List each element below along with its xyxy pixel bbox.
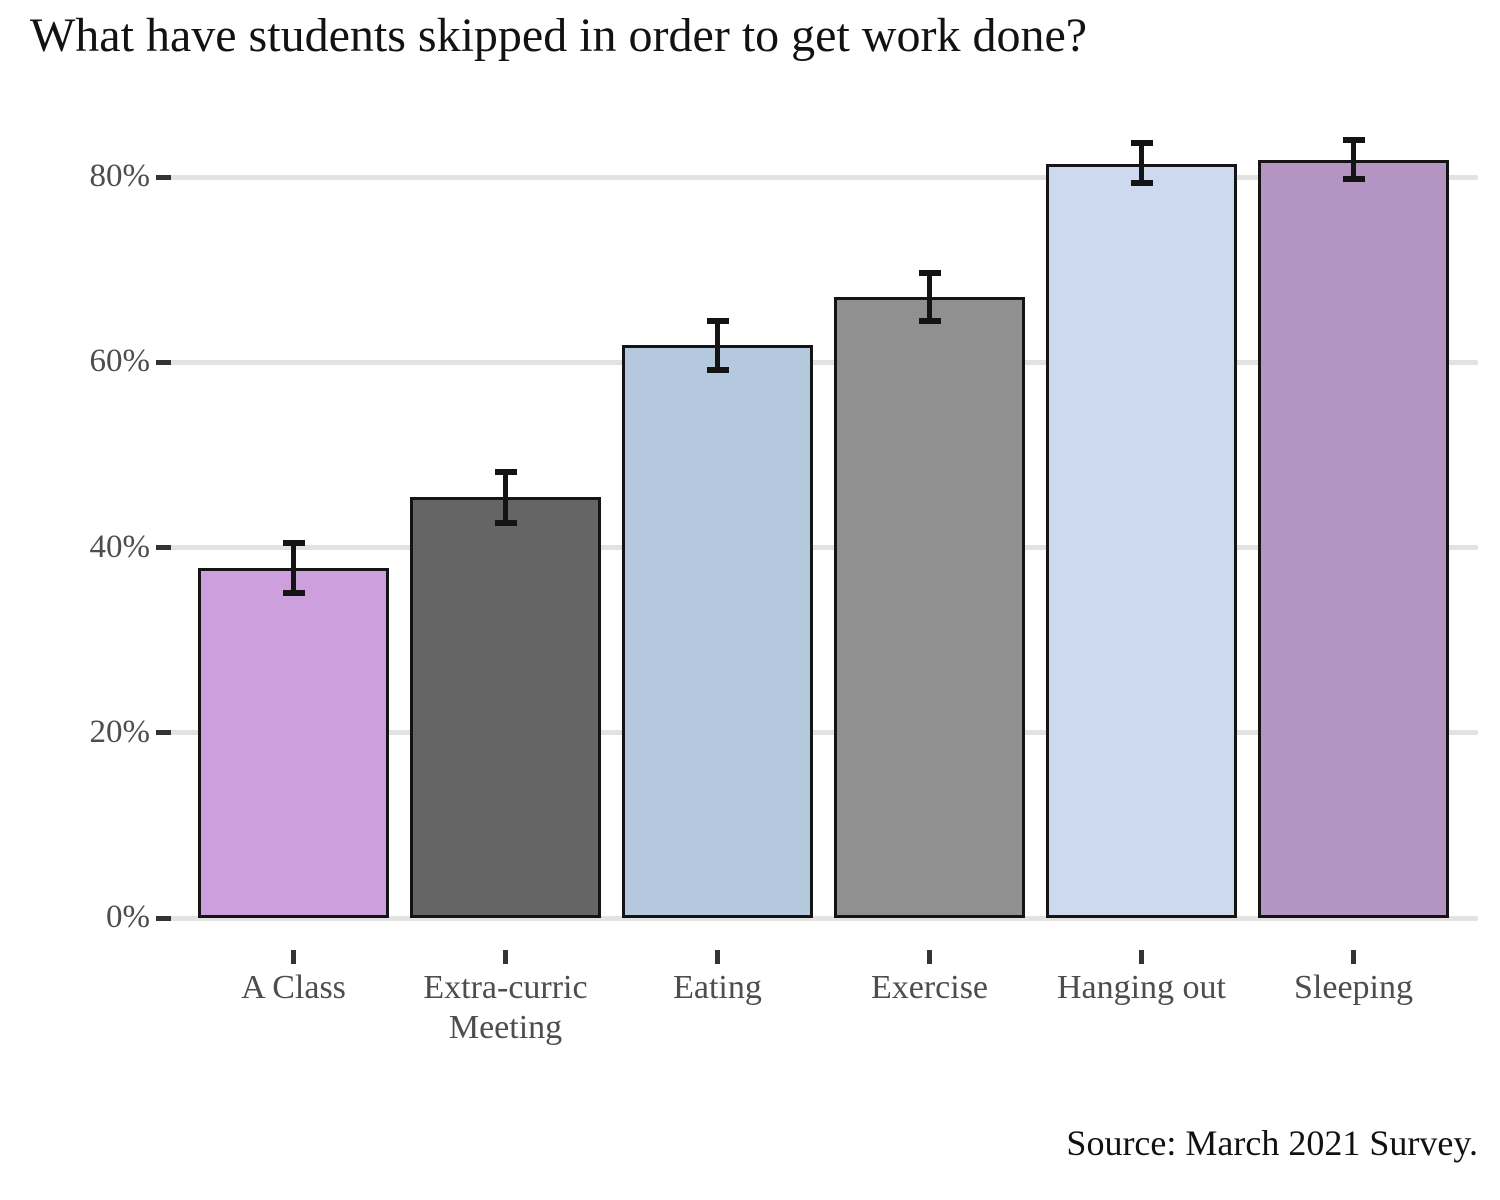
error-bar-cap-top <box>494 469 517 476</box>
y-tick-label: 80% <box>89 158 151 194</box>
error-bar <box>1351 139 1356 179</box>
x-axis-tick <box>715 950 720 964</box>
y-axis-tick <box>156 915 171 921</box>
y-tick-label: 60% <box>89 343 151 380</box>
x-axis-tick <box>1139 950 1144 964</box>
error-bar <box>291 542 296 593</box>
error-bar <box>503 472 508 524</box>
y-tick-label: 40% <box>89 528 151 565</box>
error-bar <box>927 273 932 322</box>
bar <box>1258 160 1449 918</box>
bar <box>410 497 601 918</box>
chart-title: What have students skipped in order to g… <box>30 9 1088 62</box>
x-axis-tick <box>291 950 296 964</box>
error-bar-cap-top <box>1130 139 1153 146</box>
bar <box>622 344 813 918</box>
gridline <box>170 730 1478 736</box>
x-axis-label: A Class <box>241 969 346 1006</box>
x-axis-label: Hanging out <box>1056 969 1227 1006</box>
error-bar-cap-top <box>1342 136 1365 143</box>
y-axis-tick <box>156 545 171 550</box>
error-bar-cap-bottom <box>918 318 941 325</box>
error-bar-cap-top <box>918 270 941 277</box>
bar <box>198 567 389 918</box>
x-axis-label: Eating <box>673 969 762 1006</box>
bar <box>1046 164 1237 918</box>
x-axis-tick <box>927 950 932 964</box>
error-bar-cap-bottom <box>282 589 305 596</box>
error-bar-cap-bottom <box>706 366 729 373</box>
error-bar-cap-top <box>706 317 729 324</box>
error-bar-cap-bottom <box>494 520 517 527</box>
y-tick-label: 20% <box>89 713 151 750</box>
source-note: Source: March 2021 Survey. <box>1066 1123 1478 1163</box>
x-axis-label: Sleeping <box>1294 969 1413 1006</box>
x-axis-tick <box>1351 950 1356 964</box>
y-axis-tick <box>156 359 171 365</box>
error-bar-cap-top <box>282 539 305 546</box>
y-axis-tick <box>156 174 171 180</box>
error-bar-cap-bottom <box>1342 175 1365 182</box>
x-axis-tick <box>503 950 508 964</box>
gridline <box>170 174 1478 180</box>
x-axis-label: Extra-curric Meeting <box>423 969 588 1047</box>
gridline <box>170 359 1478 365</box>
gridline <box>170 915 1478 921</box>
x-axis-label: Exercise <box>870 969 989 1006</box>
error-bar <box>1139 142 1144 183</box>
y-axis-tick <box>156 730 171 736</box>
error-bar <box>715 320 720 370</box>
gridline <box>170 545 1478 550</box>
error-bar-cap-bottom <box>1130 179 1153 186</box>
y-tick-label: 0% <box>106 899 150 935</box>
bar <box>834 297 1025 918</box>
